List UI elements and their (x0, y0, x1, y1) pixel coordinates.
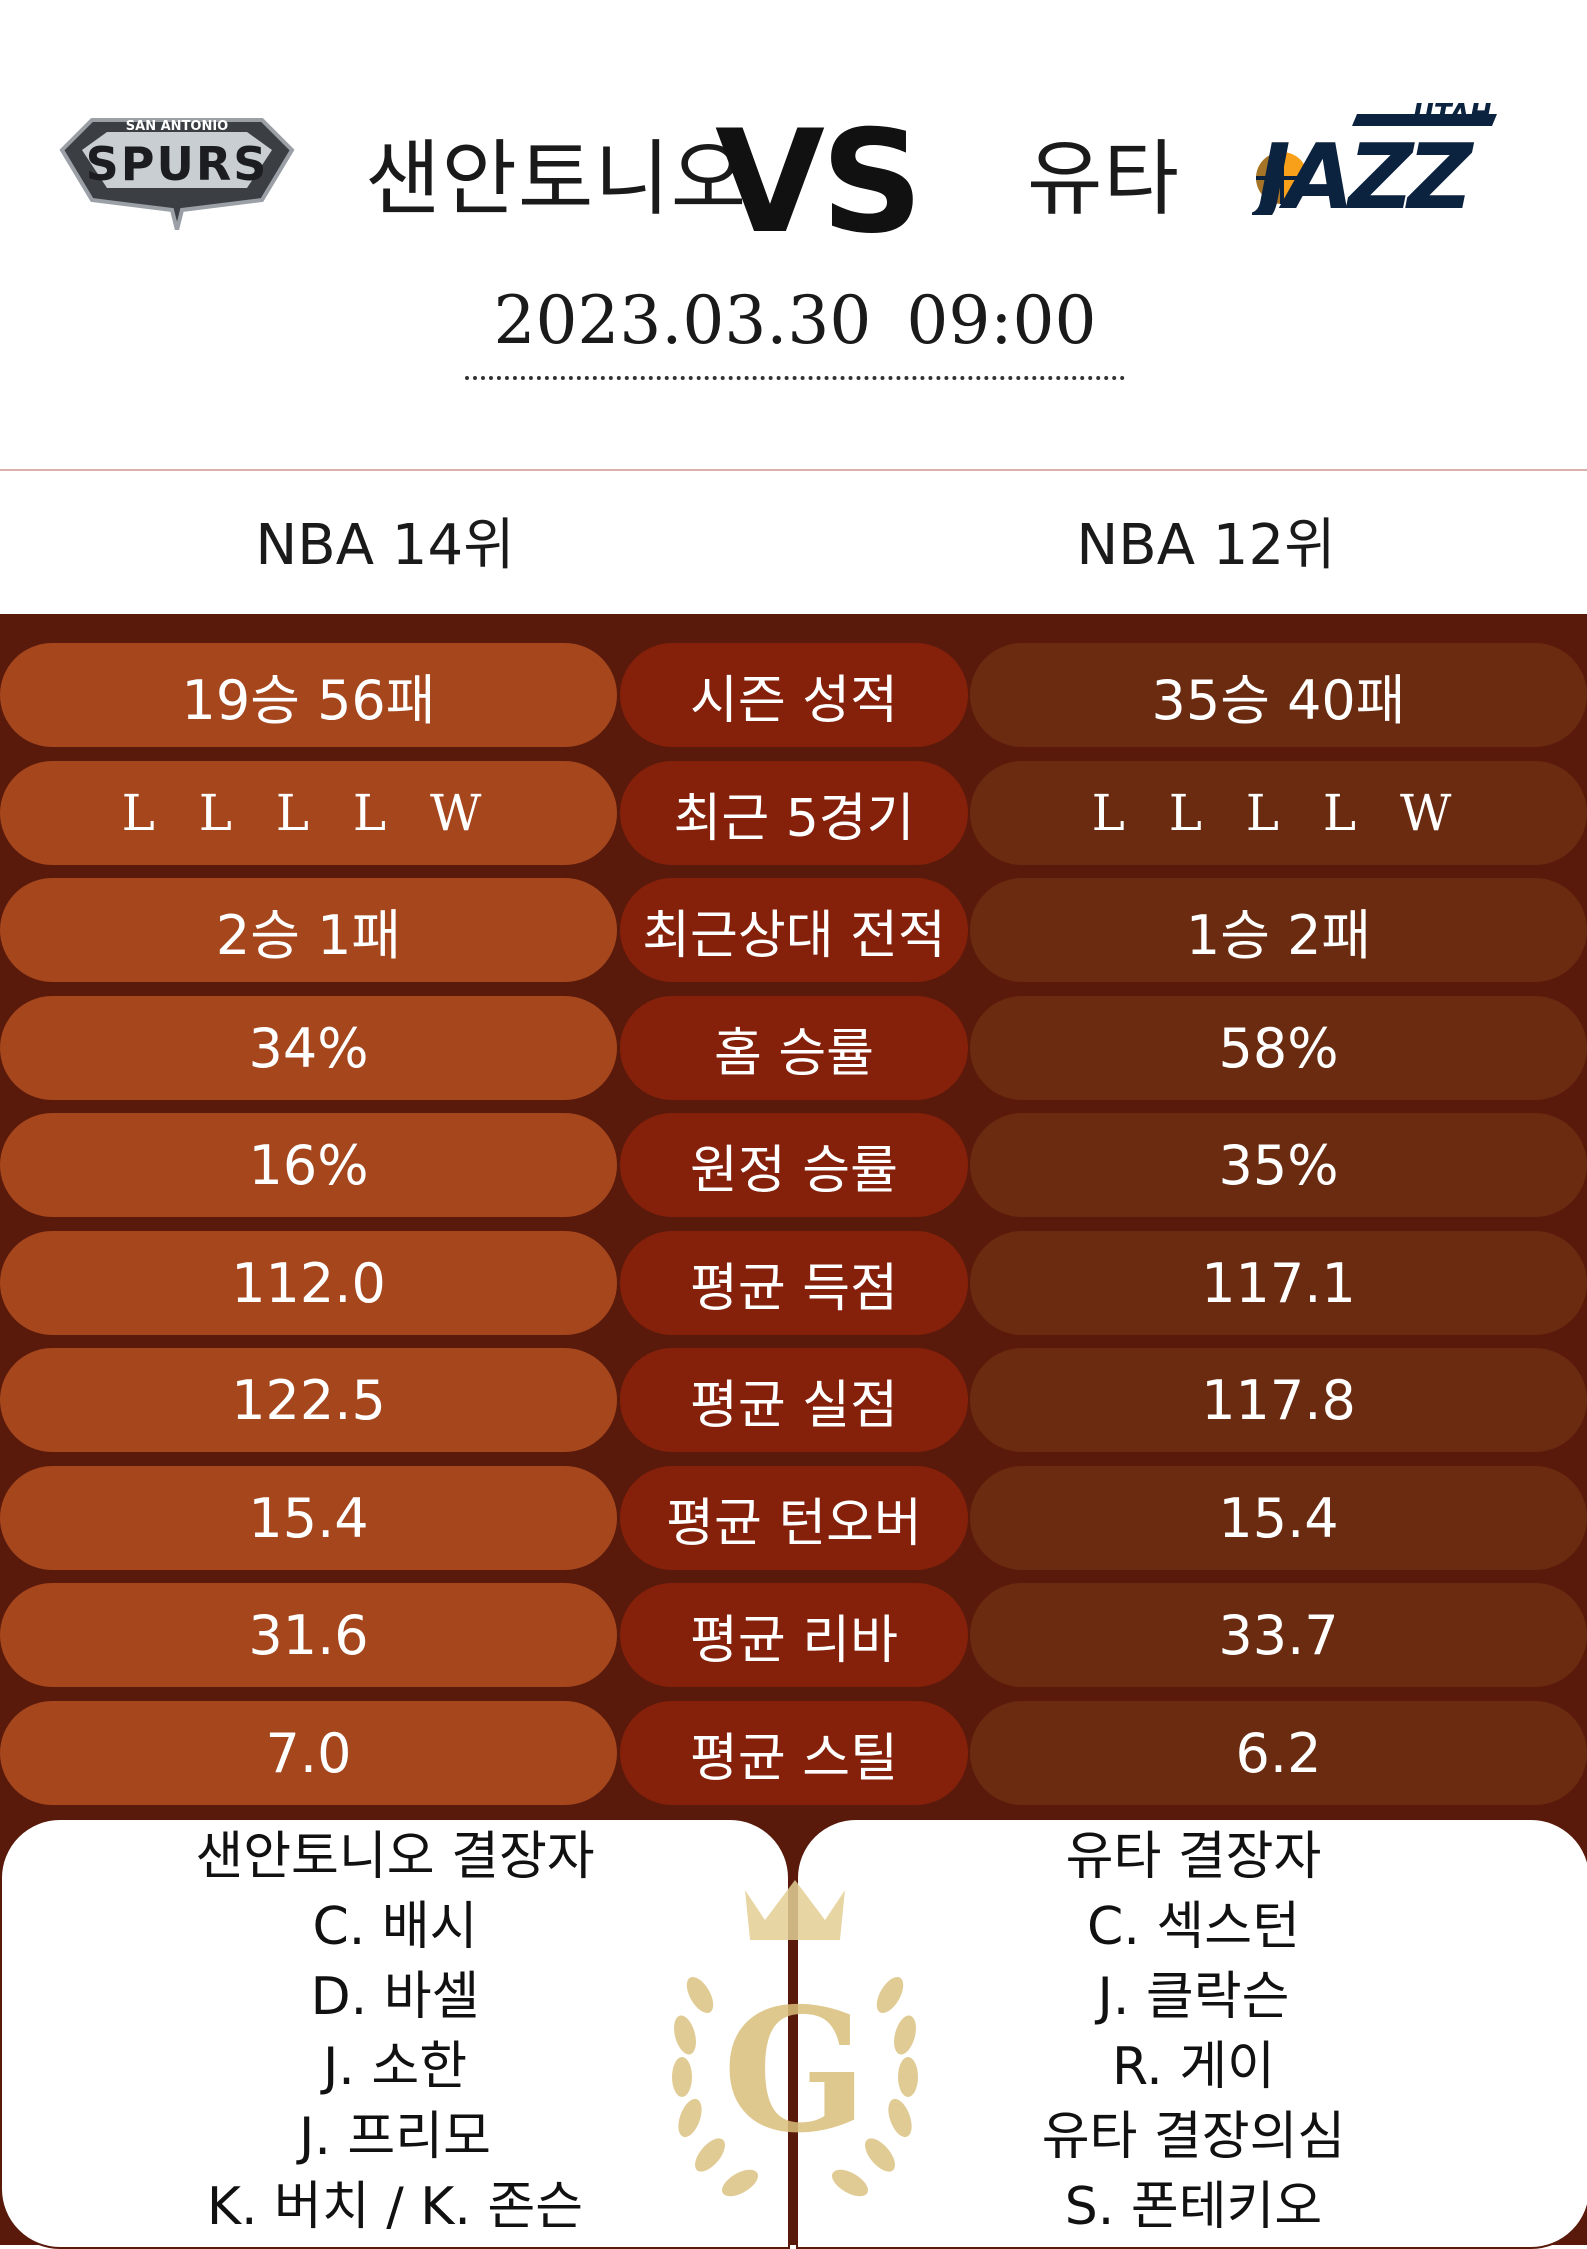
home-stat-value: L L L L W (0, 761, 617, 865)
stat-row: 31.6 평균 리바 33.7 (0, 1583, 1587, 1687)
home-stat-value: 19승 56패 (0, 643, 617, 747)
vs-label: VS (715, 100, 923, 265)
stat-row: 19승 56패 시즌 성적 35승 40패 (0, 643, 1587, 747)
home-stat-value: 31.6 (0, 1583, 617, 1687)
home-injury-card: 샌안토니오 결장자 C. 배시 D. 바셀 J. 소한 J. 프리모 K. 버치… (0, 1818, 790, 2249)
home-stat-value: 16% (0, 1113, 617, 1217)
away-team-name: 유타 (1027, 132, 1180, 227)
away-injury-player: S. 폰테키오 (1064, 2177, 1323, 2237)
dotted-divider (465, 376, 1125, 380)
home-rank: NBA 14위 (255, 513, 515, 578)
away-injury-player: J. 클락슨 (1097, 1967, 1290, 2027)
home-team-name: 샌안토니오 (365, 132, 748, 227)
home-stat-value: 34% (0, 996, 617, 1100)
stat-row: 2승 1패 최근상대 전적 1승 2패 (0, 878, 1587, 982)
home-injury-player: J. 소한 (322, 2037, 468, 2097)
stat-label: 최근상대 전적 (620, 878, 968, 982)
home-injury-player: D. 바셀 (310, 1967, 480, 2027)
away-injury-title: 유타 결장자 (1065, 1827, 1322, 1887)
away-stat-value: 33.7 (970, 1583, 1587, 1687)
away-stat-value: 35승 40패 (970, 643, 1587, 747)
stat-label: 홈 승률 (620, 996, 968, 1100)
stat-label: 원정 승률 (620, 1113, 968, 1217)
spurs-logo: SAN ANTONIO SPURS (52, 100, 302, 231)
away-stat-value: 58% (970, 996, 1587, 1100)
home-injury-player: K. 버치 / K. 존슨 (206, 2177, 584, 2237)
jazz-logo-top-text: UTAH (1413, 100, 1492, 129)
home-injury-player: J. 프리모 (299, 2107, 491, 2167)
away-injury-player: R. 게이 (1111, 2037, 1276, 2097)
away-stat-value: 117.8 (970, 1348, 1587, 1452)
stat-label: 최근 5경기 (620, 761, 968, 865)
home-stat-value: 15.4 (0, 1466, 617, 1570)
spurs-logo-main-text: SPURS (86, 137, 269, 191)
away-stat-value: 6.2 (970, 1701, 1587, 1805)
spurs-logo-top-text: SAN ANTONIO (126, 119, 228, 134)
match-datetime: 2023.03.30 09:00 (493, 282, 1097, 359)
stat-row: 7.0 평균 스틸 6.2 (0, 1701, 1587, 1805)
crown-laurel-emblem-icon: G (640, 1865, 950, 2215)
away-stat-value: 35% (970, 1113, 1587, 1217)
stat-label: 평균 리바 (620, 1583, 968, 1687)
stat-row: 122.5 평균 실점 117.8 (0, 1348, 1587, 1452)
away-injury-subtitle: 유타 결장의심 (1041, 2107, 1346, 2167)
away-stat-value: 1승 2패 (970, 878, 1587, 982)
away-injury-player: C. 섹스턴 (1087, 1897, 1300, 1957)
stat-row: 15.4 평균 턴오버 15.4 (0, 1466, 1587, 1570)
stat-row: L L L L W 최근 5경기 L L L L W (0, 761, 1587, 865)
jazz-logo-main-text: JAZZ (1252, 125, 1475, 215)
jazz-logo: JAZZ UTAH (1242, 99, 1497, 230)
stat-label: 시즌 성적 (620, 643, 968, 747)
away-stat-value: L L L L W (970, 761, 1587, 865)
home-stat-value: 122.5 (0, 1348, 617, 1452)
home-injury-player: C. 배시 (312, 1897, 478, 1957)
away-stat-value: 117.1 (970, 1231, 1587, 1335)
stat-row: 34% 홈 승률 58% (0, 996, 1587, 1100)
stat-label: 평균 턴오버 (620, 1466, 968, 1570)
stat-label: 평균 실점 (620, 1348, 968, 1452)
home-stat-value: 112.0 (0, 1231, 617, 1335)
away-injury-card: 유타 결장자 C. 섹스턴 J. 클락슨 R. 게이 유타 결장의심 S. 폰테… (796, 1818, 1587, 2249)
stat-row: 16% 원정 승률 35% (0, 1113, 1587, 1217)
away-rank: NBA 12위 (1076, 513, 1336, 578)
away-stat-value: 15.4 (970, 1466, 1587, 1570)
home-stat-value: 2승 1패 (0, 878, 617, 982)
emblem-letter: G (722, 1971, 867, 2171)
stat-label: 평균 득점 (620, 1231, 968, 1335)
stat-label: 평균 스틸 (620, 1701, 968, 1805)
home-injury-title: 샌안토니오 결장자 (195, 1827, 595, 1887)
header-rule (0, 469, 1587, 471)
home-stat-value: 7.0 (0, 1701, 617, 1805)
stat-row: 112.0 평균 득점 117.1 (0, 1231, 1587, 1335)
